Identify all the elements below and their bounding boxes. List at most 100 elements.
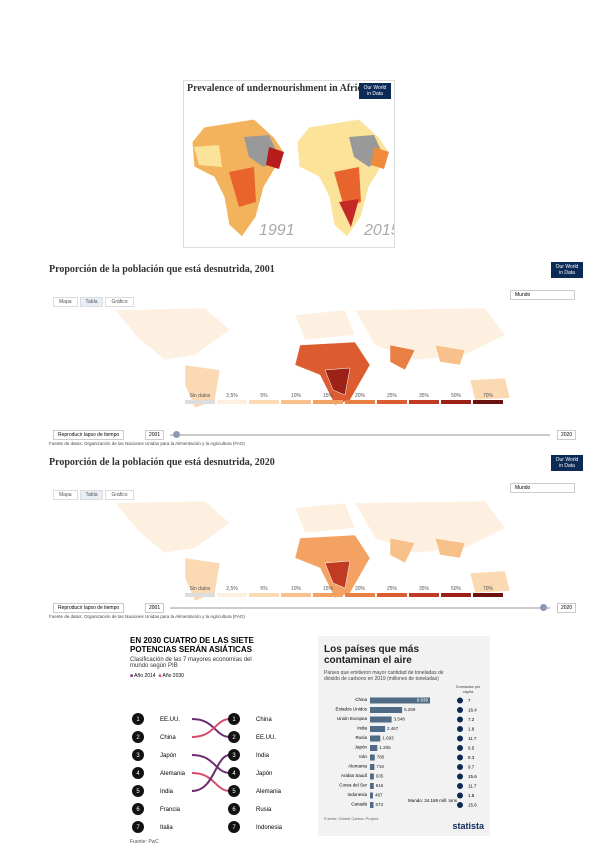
connector: [191, 754, 231, 792]
timeline-handle[interactable]: [540, 604, 547, 611]
rank: 1: [136, 717, 140, 723]
legend-label: 70%: [483, 586, 494, 592]
country-region: [434, 537, 466, 559]
per-capita: 16.4: [468, 708, 477, 713]
rank-badge: [132, 803, 144, 815]
powers-subtitle: Clasificación de las 7 mayores economías…: [130, 657, 252, 669]
region-select[interactable]: Mundo: [510, 290, 575, 300]
per-capita-dot: [457, 735, 463, 742]
country: Rusia: [256, 807, 272, 813]
bar: [370, 707, 403, 713]
rank-badge: [228, 803, 240, 815]
legend-swatch: [313, 593, 343, 597]
rank-badge: [228, 821, 240, 833]
per-capita: 9.7: [468, 765, 475, 770]
legend-label: 2,5%: [226, 393, 238, 399]
connector: [191, 754, 231, 774]
value-label: 616: [376, 783, 384, 788]
tabs: Mapa Tabla Gráfico: [53, 290, 136, 308]
per-capita: 8.3: [468, 755, 475, 760]
country: Irán: [359, 754, 367, 759]
map-panel: Proporción de la población que está desn…: [45, 455, 585, 625]
region-select[interactable]: Mundo: [510, 483, 575, 493]
africa-panel: Prevalence of undernourishment in Africa…: [183, 80, 395, 248]
country: Alemania: [348, 764, 367, 769]
rank-badge: [132, 785, 144, 797]
tab[interactable]: Gráfico: [105, 297, 134, 307]
rank-badge: [228, 713, 240, 725]
per-capita: 1.8: [468, 727, 475, 732]
africa-title: Prevalence of undernourishment in Africa: [187, 83, 367, 94]
map-legend: Sin datos 2,5% 5% 10% 15% 20% 25% 35% 50% 70%: [185, 393, 503, 404]
connector: [191, 718, 231, 738]
map-panel: Proporción de la población que está desn…: [45, 262, 585, 446]
timeline-handle[interactable]: [173, 431, 180, 438]
timeline-end: 2020: [557, 603, 577, 613]
play-button[interactable]: Reproducir lapso de tiempo: [53, 430, 125, 440]
bar: [370, 792, 373, 799]
bar: [370, 745, 378, 751]
country-region: [389, 537, 416, 564]
tab[interactable]: Tabla: [79, 297, 104, 307]
tab[interactable]: Mapa: [53, 297, 78, 307]
legend-label: Año 2030: [162, 673, 184, 679]
per-capita: 7: [468, 698, 471, 703]
country-region: [469, 377, 511, 401]
legend-label: 5%: [260, 586, 268, 592]
legend-swatch: [473, 593, 503, 597]
per-capita-dot: [457, 745, 463, 751]
map-title: Proporción de la población que está desn…: [49, 457, 275, 468]
country: Corea del Sur: [339, 783, 367, 788]
value-label: 1.205: [379, 745, 391, 750]
rank: 2: [136, 735, 140, 741]
value-label: 2.467: [387, 726, 399, 731]
world-map: Sin datos 2,5% 5% 10% 15% 20% 25% 35% 50% 70%: [114, 500, 511, 602]
bar: [370, 726, 386, 732]
timeline-end: 2020: [557, 430, 577, 440]
country: China: [256, 717, 272, 723]
source: Fuente: PwC: [130, 839, 159, 845]
country: Arabia Saudí: [341, 773, 368, 778]
legend-swatch: [345, 593, 375, 597]
country: Canadá: [351, 802, 367, 807]
per-capita: 1.8: [468, 793, 475, 798]
legend-label: 5%: [260, 393, 268, 399]
tab[interactable]: Gráfico: [105, 490, 134, 500]
country-region: [434, 344, 466, 366]
legend-label: 20%: [355, 586, 366, 592]
country: Unión Europea: [337, 716, 368, 721]
play-button[interactable]: Reproducir lapso de tiempo: [53, 603, 125, 613]
per-capita: 7.2: [468, 717, 475, 722]
legend-swatch: [217, 400, 247, 404]
per-capita-dot: [457, 802, 463, 808]
map-title: Proporción de la población que está desn…: [49, 264, 275, 275]
tab[interactable]: Mapa: [53, 490, 78, 500]
legend-swatch: [185, 593, 215, 597]
country: Alemania: [256, 789, 282, 795]
value-label: 719: [376, 764, 384, 769]
legend-swatch: [441, 400, 471, 404]
africa-map: [191, 118, 285, 238]
legend-label: 2,5%: [226, 586, 238, 592]
year: 2015: [363, 222, 394, 239]
map-legend: Sin datos 2,5% 5% 10% 15% 20% 25% 35% 50% 70%: [185, 586, 503, 597]
country-region: [294, 502, 356, 534]
country: India: [357, 726, 367, 731]
source: Fuente de datos: Organización de las Nac…: [49, 441, 245, 446]
rank: 3: [136, 753, 140, 759]
per-capita-dot: [457, 707, 463, 713]
rank: 6: [232, 807, 236, 813]
world-map: Sin datos 2,5% 5% 10% 15% 20% 25% 35% 50% 70%: [114, 307, 511, 409]
rank: 3: [232, 753, 236, 759]
country: Indonesia: [256, 825, 283, 831]
country: Rusia: [355, 735, 367, 740]
legend-swatch: [249, 593, 279, 597]
legend-swatch: [409, 400, 439, 404]
rank-badge: [228, 767, 240, 779]
country: EE.UU.: [160, 717, 180, 723]
value-label: 487: [375, 793, 383, 798]
tab[interactable]: Tabla: [79, 490, 104, 500]
rank-badge: [132, 749, 144, 761]
